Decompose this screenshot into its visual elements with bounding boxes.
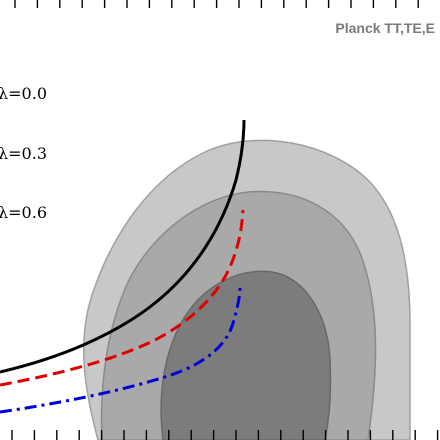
contour-inner [160, 270, 332, 440]
series-line-lambda-0-0 [0, 119, 246, 374]
legend-entry-lambda-0-3: λ=0.3 [0, 144, 47, 163]
bottom-axis-ticks [11, 430, 439, 440]
dataset-label: Planck TT,TE,E [335, 20, 435, 36]
series-line-lambda-0-6 [0, 286, 242, 414]
legend-entry-lambda-0-6: λ=0.6 [0, 203, 47, 222]
top-axis-ticks [14, 0, 419, 8]
legend-entry-lambda-0-0: λ=0.0 [0, 84, 47, 103]
series-line-lambda-0-3 [0, 209, 245, 387]
